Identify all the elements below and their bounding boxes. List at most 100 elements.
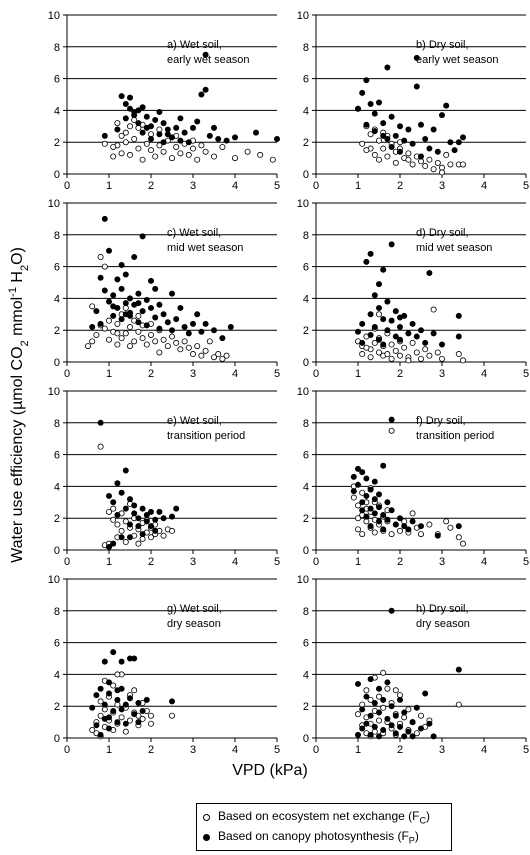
data-point-fp <box>101 701 108 708</box>
data-point-fp <box>97 731 104 738</box>
data-point-fp <box>152 116 159 123</box>
data-point-fc <box>147 712 154 719</box>
data-point-fp <box>405 126 412 133</box>
data-point-fc <box>354 711 361 718</box>
data-point-fp <box>160 311 167 318</box>
data-point-fp <box>417 121 424 128</box>
x-tick-label: 4 <box>481 368 487 380</box>
data-point-fc <box>430 306 437 313</box>
data-point-fp <box>135 719 142 726</box>
data-point-fc <box>198 352 205 359</box>
data-point-fp <box>354 105 361 112</box>
data-point-fc <box>371 339 378 346</box>
data-point-fp <box>371 110 378 117</box>
data-point-fp <box>359 339 366 346</box>
x-tick-label: 5 <box>523 368 529 380</box>
data-point-fp <box>363 258 370 265</box>
data-point-fc <box>396 352 403 359</box>
data-point-fc <box>135 540 142 547</box>
data-point-fc <box>122 518 129 525</box>
data-point-fc <box>131 687 138 694</box>
data-point-fp <box>101 658 108 665</box>
data-point-fp <box>417 327 424 334</box>
data-point-fc <box>219 355 226 362</box>
data-point-fc <box>173 143 180 150</box>
data-point-fc <box>409 161 416 168</box>
data-point-fp <box>147 136 154 143</box>
y-tick-label: 0 <box>303 733 309 745</box>
data-point-fp <box>417 523 424 530</box>
y-tick-label: 8 <box>54 230 60 242</box>
data-point-fc <box>375 349 382 356</box>
data-point-fc <box>417 355 424 362</box>
data-point-fp <box>375 304 382 311</box>
data-point-fc <box>409 510 416 517</box>
data-point-fp <box>114 512 121 519</box>
data-point-fp <box>156 301 163 308</box>
data-point-fp <box>227 324 234 331</box>
y-tick-label: 8 <box>54 42 60 54</box>
data-point-fc <box>118 150 125 157</box>
data-point-fc <box>363 344 370 351</box>
y-tick-label: 6 <box>303 74 309 86</box>
data-point-fc <box>143 140 150 147</box>
data-point-fp <box>177 137 184 144</box>
data-point-fp <box>426 269 433 276</box>
y-tick-label: 4 <box>54 293 60 305</box>
data-point-fc <box>156 142 163 149</box>
data-point-fp <box>164 319 171 326</box>
data-point-fc <box>405 156 412 163</box>
y-tick-label: 2 <box>54 137 60 149</box>
y-tick-label: 0 <box>303 357 309 369</box>
data-point-fp <box>135 107 142 114</box>
data-point-fc <box>147 534 154 541</box>
x-tick-label: 0 <box>64 556 70 568</box>
data-point-fc <box>426 521 433 528</box>
y-tick-label: 10 <box>48 198 60 210</box>
data-point-fp <box>375 709 382 716</box>
data-point-fp <box>106 247 113 254</box>
data-point-fp <box>273 136 280 143</box>
data-point-fc <box>350 494 357 501</box>
data-point-fc <box>106 336 113 343</box>
data-point-fc <box>459 540 466 547</box>
data-point-fc <box>110 153 117 160</box>
data-point-fc <box>443 151 450 158</box>
y-tick-label: 4 <box>54 105 60 117</box>
y-tick-label: 6 <box>303 638 309 650</box>
data-point-fp <box>135 515 142 522</box>
x-tick-label: 2 <box>148 180 154 192</box>
data-point-fc <box>164 343 171 350</box>
data-point-fp <box>122 271 129 278</box>
data-point-fp <box>143 113 150 120</box>
data-point-fp <box>438 341 445 348</box>
scatter-panel: 0 2 4 6 8 10 0 1 2 3 4 5 h) Dry soil, dry season <box>297 574 529 756</box>
data-point-fc <box>206 338 213 345</box>
data-point-fp <box>131 655 138 662</box>
y-tick-label: 0 <box>54 357 60 369</box>
data-point-fp <box>164 131 171 138</box>
y-tick-label: 8 <box>303 606 309 618</box>
data-point-fp <box>127 105 134 112</box>
data-point-fp <box>375 733 382 740</box>
data-point-fc <box>114 320 121 327</box>
data-point-fc <box>189 145 196 152</box>
data-point-fp <box>438 112 445 119</box>
data-point-fp <box>127 295 134 302</box>
y-tick-label: 10 <box>297 198 309 210</box>
data-point-fp <box>97 685 104 692</box>
data-point-fc <box>422 346 429 353</box>
data-point-fc <box>392 687 399 694</box>
data-point-fp <box>422 690 429 697</box>
data-point-fp <box>363 513 370 520</box>
data-point-fc <box>152 338 159 345</box>
panel-title: h) Dry soil, <box>416 603 469 615</box>
data-point-fp <box>106 679 113 686</box>
data-point-fp <box>173 316 180 323</box>
data-point-fp <box>118 706 125 713</box>
panel-title: b) Dry soil, <box>416 39 469 51</box>
data-point-fp <box>114 276 121 283</box>
data-point-fp <box>131 254 138 261</box>
data-point-fp <box>93 692 100 699</box>
